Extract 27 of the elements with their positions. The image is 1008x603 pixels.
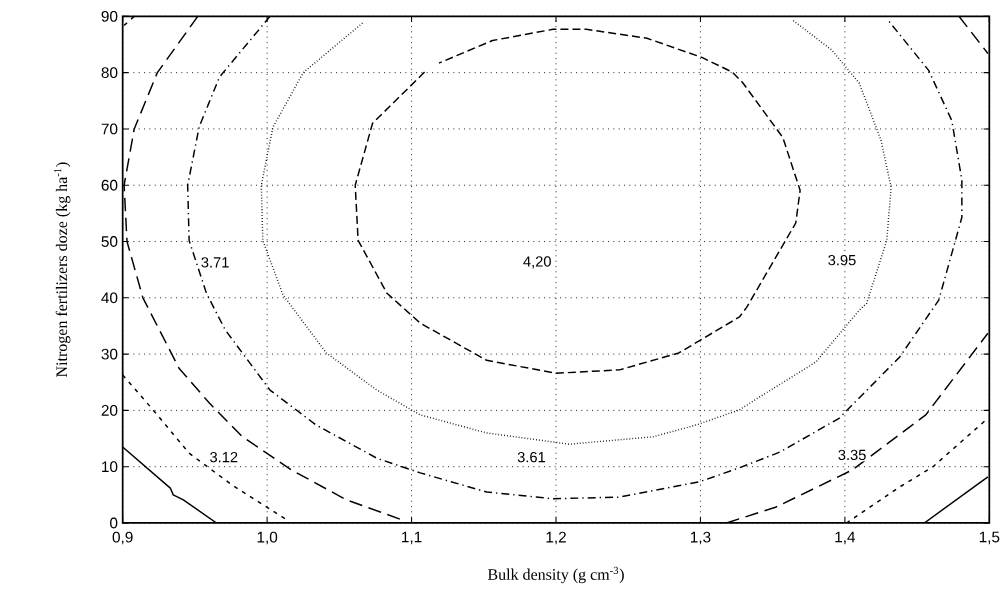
y-tick-label: 30 — [101, 348, 118, 360]
line-series — [260, 19, 892, 445]
x-tick-label: 1,5 — [979, 531, 1000, 545]
y-tick-label: 90 — [101, 10, 118, 22]
y-axis-title: Nitrogen fertilizers doze (kg ha$^{-1}$) — [54, 162, 71, 378]
annotation: 3.95 — [828, 254, 856, 266]
y-tick-label: 70 — [101, 123, 118, 135]
x-tick-label: 1,0 — [257, 531, 278, 545]
y-tick-label: 0 — [110, 517, 118, 529]
y-tick-label: 10 — [102, 461, 118, 473]
x-tick-label: 1,1 — [402, 531, 422, 545]
x-tick-label: 1,4 — [835, 531, 856, 545]
y-tick-label: 40 — [101, 292, 118, 304]
x-tick-label: 1,3 — [690, 531, 711, 545]
annotation: 3.71 — [201, 257, 229, 268]
annotation: 3.61 — [517, 451, 545, 463]
annotation: 3.12 — [210, 451, 238, 463]
y-tick-label: 50 — [101, 236, 118, 247]
annotation: 4,20 — [523, 256, 551, 269]
x-axis-title: Bulk density (g cm$^{-3}$) — [487, 566, 624, 584]
annotation: 3.35 — [838, 449, 866, 461]
y-tick-label: 60 — [101, 179, 118, 191]
x-tick-label: 0,9 — [112, 531, 133, 545]
y-tick-label: 20 — [101, 404, 118, 416]
y-tick-label: 80 — [101, 67, 118, 79]
line-series — [354, 28, 801, 374]
x-tick-label: 1,2 — [546, 531, 566, 545]
